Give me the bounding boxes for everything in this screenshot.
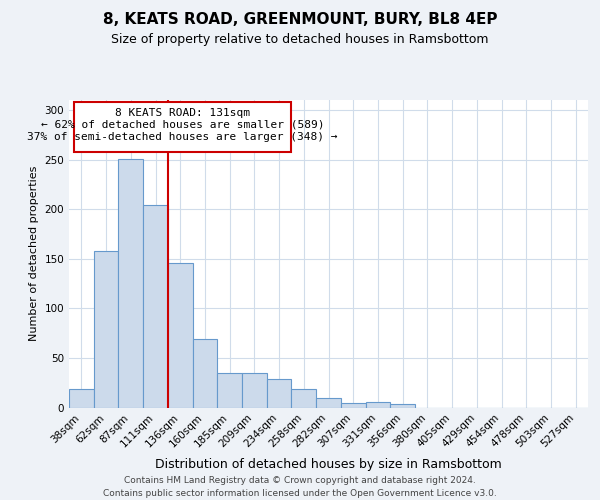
Text: 8, KEATS ROAD, GREENMOUNT, BURY, BL8 4EP: 8, KEATS ROAD, GREENMOUNT, BURY, BL8 4EP: [103, 12, 497, 28]
Text: Contains HM Land Registry data © Crown copyright and database right 2024.: Contains HM Land Registry data © Crown c…: [124, 476, 476, 485]
Text: 8 KEATS ROAD: 131sqm: 8 KEATS ROAD: 131sqm: [115, 108, 250, 118]
Bar: [193, 339, 217, 407]
Bar: [242, 373, 267, 408]
Text: Size of property relative to detached houses in Ramsbottom: Size of property relative to detached ho…: [111, 32, 489, 46]
X-axis label: Distribution of detached houses by size in Ramsbottom: Distribution of detached houses by size …: [155, 458, 502, 470]
Bar: [390, 404, 415, 407]
FancyBboxPatch shape: [74, 102, 292, 152]
Bar: [365, 402, 390, 407]
Text: ← 62% of detached houses are smaller (589): ← 62% of detached houses are smaller (58…: [41, 120, 325, 130]
Bar: [94, 251, 118, 408]
Bar: [168, 262, 193, 408]
Bar: [292, 388, 316, 407]
Bar: [69, 388, 94, 407]
Bar: [316, 398, 341, 407]
Bar: [217, 373, 242, 408]
Text: 37% of semi-detached houses are larger (348) →: 37% of semi-detached houses are larger (…: [28, 132, 338, 141]
Bar: [118, 158, 143, 408]
Bar: [341, 402, 365, 407]
Bar: [143, 205, 168, 408]
Y-axis label: Number of detached properties: Number of detached properties: [29, 166, 39, 342]
Bar: [267, 378, 292, 408]
Text: Contains public sector information licensed under the Open Government Licence v3: Contains public sector information licen…: [103, 489, 497, 498]
